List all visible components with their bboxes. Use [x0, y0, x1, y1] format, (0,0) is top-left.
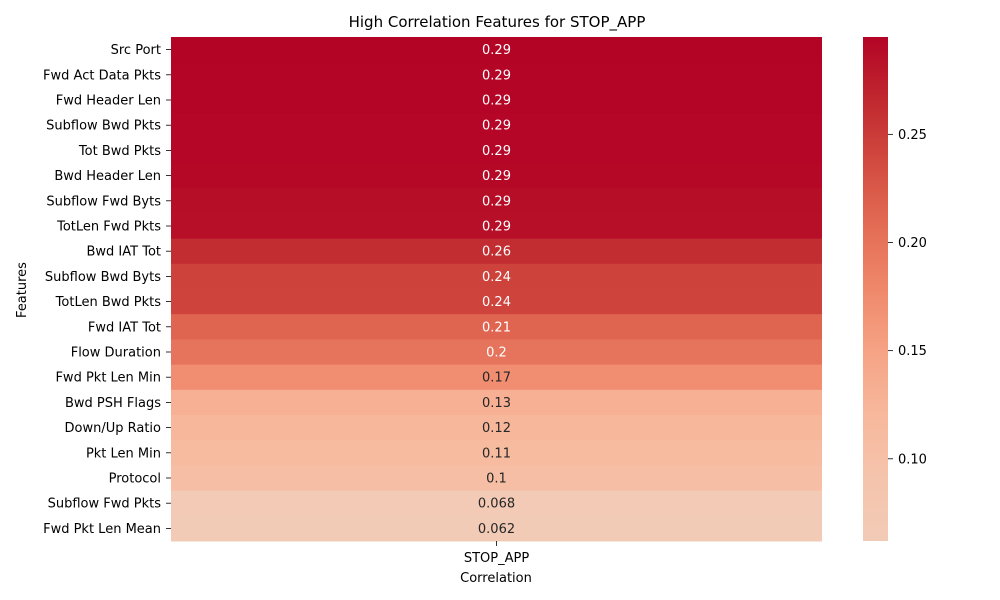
heatmap-cell: [171, 289, 822, 315]
row-label: Bwd IAT Tot: [86, 245, 161, 260]
heatmap-cell: [171, 37, 822, 63]
heatmap-cell: [171, 415, 822, 441]
cell-value-label: 0.29: [482, 169, 511, 184]
heatmap-cell: [171, 389, 822, 416]
cell-value-label: 0.062: [478, 522, 515, 537]
row-label: Fwd Act Data Pkts: [43, 68, 161, 83]
x-axis-label: Correlation: [460, 571, 532, 586]
row-label: Subflow Fwd Pkts: [48, 497, 162, 512]
heatmap-cell: [171, 263, 822, 290]
colorbar-tick-label: 0.20: [898, 236, 927, 251]
heatmap-cell: [171, 112, 822, 139]
row-label: Subflow Fwd Byts: [46, 194, 161, 209]
colorbar-tick-label: 0.10: [898, 452, 927, 467]
cell-value-label: 0.29: [482, 119, 511, 134]
row-label: Flow Duration: [71, 346, 161, 361]
heatmap-cell: [171, 188, 822, 214]
cell-value-label: 0.11: [482, 446, 511, 461]
colorbar-tick-label: 0.15: [898, 344, 927, 359]
heatmap-cell: [171, 238, 822, 265]
heatmap-cell: [171, 364, 822, 391]
colorbar-tick-label: 0.25: [898, 128, 927, 143]
row-label: Fwd IAT Tot: [88, 320, 161, 335]
cell-value-label: 0.24: [482, 295, 511, 310]
row-label: Bwd Header Len: [54, 169, 161, 184]
heatmap-cell: [171, 515, 822, 542]
row-label: Bwd PSH Flags: [65, 396, 161, 411]
cell-value-label: 0.29: [482, 94, 511, 109]
heatmap-cell: [171, 213, 822, 240]
heatmap-cell: [171, 314, 822, 340]
cell-value-label: 0.2: [486, 346, 507, 361]
row-label: TotLen Fwd Pkts: [56, 220, 161, 235]
row-label: Fwd Pkt Len Mean: [43, 522, 161, 537]
cell-value-label: 0.068: [478, 497, 515, 512]
heatmap-cell: [171, 137, 822, 164]
y-axis-label: Features: [15, 262, 30, 318]
cell-value-label: 0.26: [482, 245, 511, 260]
heatmap-cells: 0.29 0.29 0.29 0.29 0.29 0.29 0.29 0.29 0.26 0.24…: [171, 37, 822, 542]
colorbar-gradient: [863, 37, 888, 541]
row-label: Subflow Bwd Pkts: [46, 119, 161, 134]
heatmap-cell: [171, 465, 822, 492]
row-label: Src Port: [111, 43, 161, 58]
row-label: Fwd Header Len: [56, 94, 161, 109]
column-label: STOP_APP: [464, 551, 529, 566]
cell-value-label: 0.29: [482, 220, 511, 235]
row-label: Pkt Len Min: [86, 446, 161, 461]
cell-value-label: 0.12: [482, 421, 511, 436]
cell-value-label: 0.29: [482, 194, 511, 209]
row-label: TotLen Bwd Pkts: [55, 295, 162, 310]
cell-value-label: 0.21: [482, 320, 511, 335]
row-label: Protocol: [109, 472, 161, 487]
heatmap-cell: [171, 339, 822, 366]
cell-value-label: 0.13: [482, 396, 511, 411]
heatmap-cell: [171, 87, 822, 114]
cell-value-label: 0.17: [482, 371, 511, 386]
chart-title: High Correlation Features for STOP_APP: [349, 13, 646, 32]
cell-value-label: 0.29: [482, 43, 511, 58]
row-label: Fwd Pkt Len Min: [55, 371, 161, 386]
cell-value-label: 0.29: [482, 68, 511, 83]
cell-value-label: 0.29: [482, 144, 511, 159]
cell-value-label: 0.1: [486, 472, 507, 487]
row-label: Subflow Bwd Byts: [45, 270, 161, 285]
heatmap-cell: [171, 163, 822, 189]
column-labels: STOP_APP: [464, 541, 529, 566]
heatmap-cell: [171, 490, 822, 517]
cell-value-label: 0.24: [482, 270, 511, 285]
colorbar: 0.10 0.15 0.20 0.25: [863, 37, 927, 541]
row-label: Down/Up Ratio: [65, 421, 162, 436]
heatmap-cell: [171, 62, 822, 88]
row-labels: Src Port Fwd Act Data Pkts Fwd Header Len S…: [43, 43, 171, 537]
heatmap-cell: [171, 440, 822, 466]
row-label: Tot Bwd Pkts: [78, 144, 161, 159]
